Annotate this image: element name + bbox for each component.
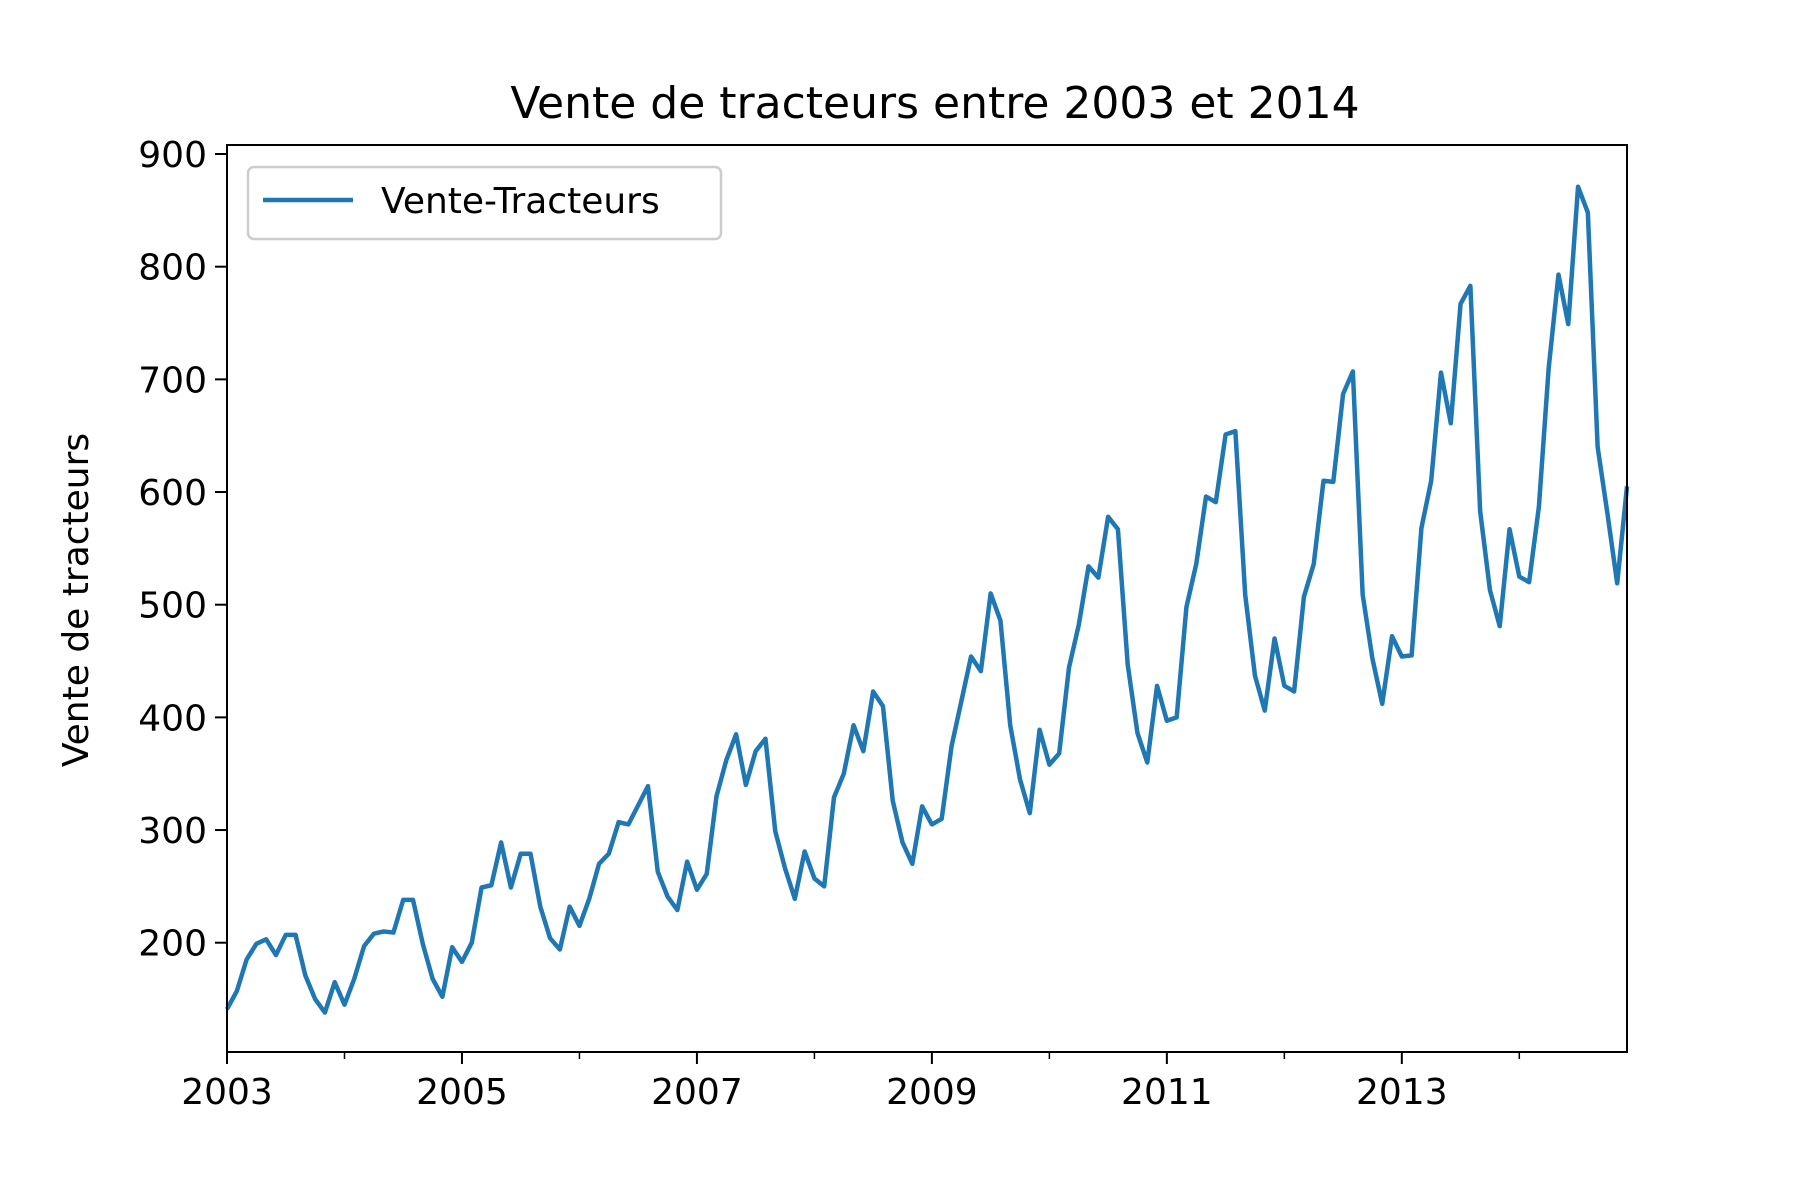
series-line-vente-tracteurs <box>225 184 1630 1015</box>
y-tick-label: 900 <box>138 135 207 176</box>
series-layer <box>225 184 1630 1015</box>
plot-area-border <box>226 144 1628 1053</box>
y-axis-label-group: Vente de tracteurs <box>56 433 97 767</box>
legend-label: Vente-Tracteurs <box>381 181 660 222</box>
legend: Vente-Tracteurs <box>246 165 723 241</box>
x-tick-label: 2013 <box>1356 1072 1448 1113</box>
chart-title: Vente de tracteurs entre 2003 et 2014 <box>510 78 1359 129</box>
x-tick-label: 2007 <box>651 1072 743 1113</box>
y-tick-label: 400 <box>138 698 207 739</box>
x-tick-label: 2005 <box>416 1072 508 1113</box>
plot-frame <box>226 144 1628 1053</box>
axes: 200 300 400 500 600 700 800 900 2003 2005 2007 2009… <box>138 135 1521 1113</box>
y-tick-label: 300 <box>138 811 207 852</box>
y-tick-label: 800 <box>138 248 207 289</box>
y-tick-label: 500 <box>138 586 207 627</box>
y-tick-label: 200 <box>138 924 207 965</box>
x-tick-label: 2009 <box>886 1072 978 1113</box>
y-tick-label: 600 <box>138 473 207 514</box>
y-axis-label: Vente de tracteurs <box>56 433 97 767</box>
x-tick-label: 2011 <box>1121 1072 1213 1113</box>
x-tick-label: 2003 <box>181 1072 273 1113</box>
y-tick-label: 700 <box>138 360 207 401</box>
legend-box <box>246 165 723 241</box>
